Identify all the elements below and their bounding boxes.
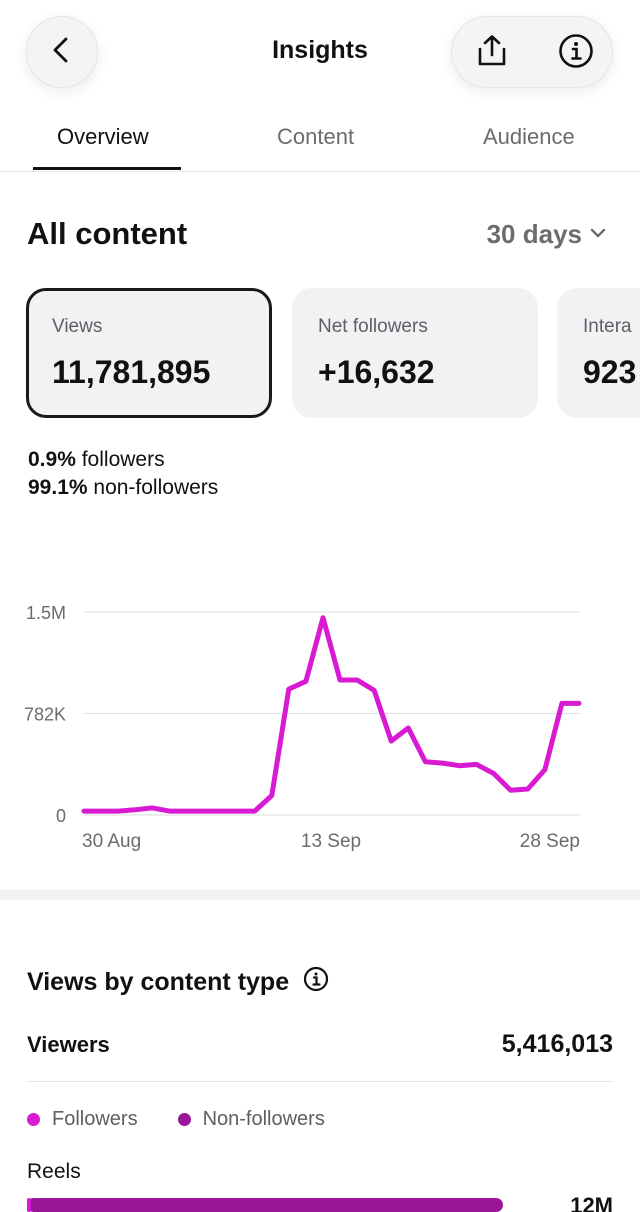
header: Insights: [0, 0, 640, 106]
divider: [27, 1081, 613, 1082]
info-button[interactable]: [540, 17, 612, 89]
metric-value: 11,781,895: [52, 354, 211, 390]
chart-svg: 0 782K 1.5M 30 Aug 13 Sep 28 Sep: [24, 603, 582, 852]
date-range-dropdown[interactable]: 30 days: [487, 219, 608, 250]
date-range-label: 30 days: [486, 219, 582, 249]
section-title: All content: [27, 216, 188, 251]
info-icon: [558, 33, 594, 74]
active-tab-indicator: [33, 167, 181, 170]
y-tick-label: 1.5M: [26, 603, 66, 623]
metric-label: Views: [52, 316, 103, 337]
legend-dot: [27, 1113, 40, 1126]
metric-value: +16,632: [318, 354, 435, 390]
x-tick-label: 28 Sep: [520, 831, 580, 852]
tab-bar: Overview Content Audience: [0, 106, 640, 172]
followers-share: 0.9% followers: [28, 448, 165, 471]
reels-value: 12M: [570, 1193, 613, 1212]
views-line-chart: 0 782K 1.5M 30 Aug 13 Sep 28 Sep: [0, 590, 640, 860]
chevron-left-icon: [47, 35, 77, 70]
metric-card-views[interactable]: Views 11,781,895: [26, 288, 272, 418]
header-actions: [451, 16, 613, 88]
metric-label: Intera: [583, 316, 632, 337]
tab-overview[interactable]: Overview: [57, 124, 149, 149]
metric-card-net-followers[interactable]: Net followers +16,632: [292, 288, 538, 418]
reels-bar-followers: [27, 1198, 31, 1212]
page-title: Insights: [272, 36, 368, 64]
audience-breakdown: 0.9% followers 99.1% non-followers: [28, 446, 218, 502]
content-type-title: Views by content type: [27, 966, 329, 999]
info-icon[interactable]: [303, 966, 329, 999]
tab-content[interactable]: Content: [277, 124, 355, 149]
metric-cards: Views 11,781,895 Net followers +16,632 I…: [0, 288, 640, 418]
metric-card-interactions[interactable]: Intera 923: [557, 288, 640, 418]
section-divider: [0, 890, 640, 900]
legend: Followers Non-followers: [27, 1108, 325, 1131]
reels-bar: [27, 1198, 503, 1212]
metric-label: Net followers: [318, 316, 428, 337]
share-button[interactable]: [456, 17, 528, 89]
reels-label: Reels: [27, 1160, 81, 1183]
viewers-value: 5,416,013: [501, 1030, 613, 1058]
share-icon: [474, 33, 510, 74]
series-line-views: [81, 615, 582, 814]
legend-dot: [177, 1113, 191, 1126]
nonfollowers-share: 99.1% non-followers: [28, 476, 219, 499]
viewers-label: Viewers: [27, 1032, 110, 1057]
x-tick-label: 30 Aug: [82, 831, 141, 852]
y-tick-label: 782K: [24, 705, 66, 725]
chevron-down-icon: [588, 219, 608, 250]
legend-nonfollowers: Non-followers: [177, 1108, 325, 1131]
tab-audience[interactable]: Audience: [483, 124, 575, 149]
x-tick-label: 13 Sep: [301, 831, 361, 852]
legend-followers: Followers: [27, 1108, 138, 1131]
metric-value: 923: [583, 354, 637, 390]
back-button[interactable]: [26, 16, 98, 88]
y-tick-label: 0: [56, 806, 66, 826]
